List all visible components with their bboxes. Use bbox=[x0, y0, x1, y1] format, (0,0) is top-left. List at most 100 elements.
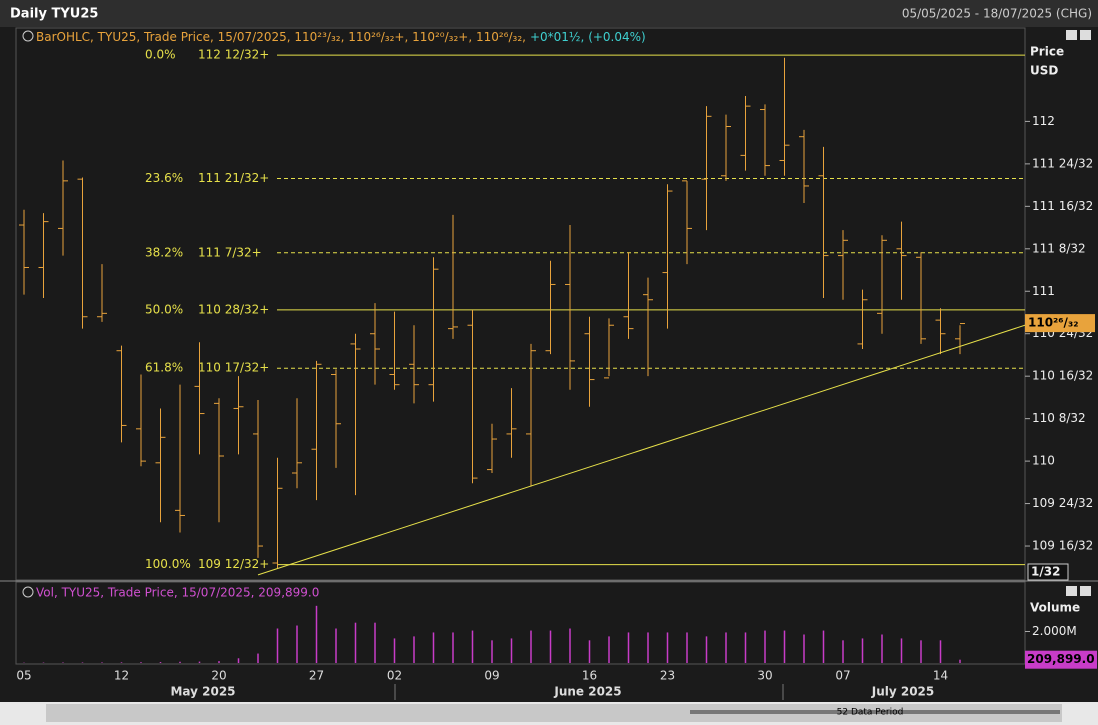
volume-bar bbox=[159, 662, 162, 663]
volume-bar bbox=[432, 632, 435, 663]
price-pane bbox=[15, 27, 1026, 581]
y-tick-label: 109 16/32 bbox=[1032, 539, 1093, 553]
volume-bar bbox=[842, 640, 844, 663]
fib-percent: 100.0% bbox=[145, 557, 191, 571]
volume-bar bbox=[881, 634, 883, 663]
volume-bar bbox=[530, 630, 532, 663]
volume-axis-title: Volume bbox=[1030, 601, 1080, 615]
x-tick-label: 07 bbox=[835, 669, 850, 683]
legend-change: +0*01½, (+0.04%) bbox=[530, 30, 646, 44]
tick-size: 1/32 bbox=[1031, 565, 1060, 579]
close-button[interactable] bbox=[1080, 586, 1091, 596]
x-tick-label: 16 bbox=[582, 669, 597, 683]
x-tick-label: 02 bbox=[387, 669, 402, 683]
volume-bar bbox=[374, 622, 376, 663]
trendline bbox=[257, 323, 1031, 576]
volume-bar bbox=[666, 632, 669, 663]
fib-percent: 61.8% bbox=[145, 361, 183, 375]
volume-bar bbox=[705, 636, 708, 663]
volume-bar bbox=[627, 632, 630, 663]
volume-legend: Vol, TYU25, Trade Price, 15/07/2025, 209… bbox=[36, 586, 319, 600]
volume-bar bbox=[101, 662, 103, 663]
x-tick-label: 05 bbox=[16, 669, 31, 683]
volume-bar bbox=[569, 628, 571, 663]
fib-label: 110 17/32+ bbox=[198, 361, 269, 375]
close-button[interactable] bbox=[1080, 30, 1091, 40]
volume-bar bbox=[237, 658, 240, 663]
header-range: 05/05/2025 - 18/07/2025 (CHG) bbox=[902, 7, 1092, 21]
volume-bar bbox=[413, 636, 415, 663]
volume-bar bbox=[198, 661, 201, 663]
volume-bar bbox=[744, 632, 747, 663]
x-tick-label: 09 bbox=[484, 669, 499, 683]
legend-text: BarOHLC, TYU25, Trade Price, 15/07/2025,… bbox=[36, 30, 526, 44]
volume-bar bbox=[647, 632, 649, 663]
volume-bar bbox=[764, 630, 766, 663]
volume-bar bbox=[920, 640, 922, 663]
volume-bar bbox=[296, 625, 298, 663]
volume-bar bbox=[335, 628, 337, 663]
y-tick-label: 111 24/32 bbox=[1032, 156, 1093, 170]
volume-pane bbox=[15, 581, 1026, 665]
volume-bar bbox=[471, 630, 474, 663]
volume-bar bbox=[783, 630, 786, 663]
month-label: July 2025 bbox=[871, 685, 935, 699]
month-label: May 2025 bbox=[170, 685, 235, 699]
volume-bar bbox=[510, 638, 513, 663]
volume-bar bbox=[218, 661, 220, 663]
price-legend: BarOHLC, TYU25, Trade Price, 15/07/2025,… bbox=[36, 30, 646, 44]
y-tick-label: 111 16/32 bbox=[1032, 199, 1093, 213]
volume-bar bbox=[588, 640, 591, 663]
x-tick-label: 27 bbox=[309, 669, 324, 683]
legend-icon[interactable] bbox=[22, 586, 34, 598]
volume-bar bbox=[900, 638, 903, 663]
volume-bar bbox=[608, 636, 610, 663]
restore-button[interactable] bbox=[1066, 30, 1077, 40]
fib-label: 111 21/32+ bbox=[198, 171, 269, 185]
tick-size-box bbox=[1027, 563, 1069, 581]
x-tick-label: 30 bbox=[757, 669, 772, 683]
fib-percent: 38.2% bbox=[145, 245, 183, 259]
y-tick-label: 111 bbox=[1032, 284, 1055, 298]
volume-bar bbox=[549, 630, 552, 663]
y-tick-label: 2.000M bbox=[1032, 624, 1077, 638]
volume-bar bbox=[354, 622, 357, 663]
y-tick-label: 110 8/32 bbox=[1032, 411, 1086, 425]
last-volume-label: 209,899.0 bbox=[1027, 652, 1095, 666]
volume-bar bbox=[822, 630, 825, 663]
month-label: June 2025 bbox=[553, 685, 621, 699]
fib-label: 111 7/32+ bbox=[198, 245, 262, 259]
legend-icon[interactable] bbox=[22, 30, 34, 42]
restore-button[interactable] bbox=[1066, 586, 1077, 596]
y-axis-title: Price bbox=[1030, 45, 1064, 59]
x-tick-label: 12 bbox=[114, 669, 129, 683]
fib-label: 109 12/32+ bbox=[198, 557, 269, 571]
volume-bar bbox=[257, 653, 259, 663]
volume-bar bbox=[276, 628, 279, 663]
fib-label: 112 12/32+ bbox=[198, 48, 269, 62]
y-axis-unit: USD bbox=[1030, 64, 1058, 78]
header-title: Daily TYU25 bbox=[10, 7, 98, 22]
volume-bar bbox=[959, 659, 961, 663]
volume-bar bbox=[491, 640, 493, 663]
volume-bar bbox=[939, 640, 942, 663]
volume-bar bbox=[686, 632, 688, 663]
fib-percent: 50.0% bbox=[145, 302, 183, 316]
volume-bar bbox=[140, 662, 142, 663]
last-price-label: 110²⁶/₃₂ bbox=[1028, 316, 1078, 330]
y-tick-label: 110 bbox=[1032, 454, 1055, 468]
fib-percent: 0.0% bbox=[145, 48, 176, 62]
volume-bar bbox=[315, 605, 318, 663]
y-tick-label: 110 16/32 bbox=[1032, 369, 1093, 383]
y-tick-label: 112 bbox=[1032, 114, 1055, 128]
scroll-thumb[interactable] bbox=[46, 704, 1062, 722]
volume-bar bbox=[725, 632, 727, 663]
y-tick-label: 109 24/32 bbox=[1032, 496, 1093, 510]
volume-bar bbox=[179, 661, 181, 663]
volume-bar bbox=[861, 638, 864, 663]
volume-bar bbox=[452, 632, 454, 663]
fib-percent: 23.6% bbox=[145, 171, 183, 185]
volume-bar bbox=[120, 662, 123, 663]
last-price-tag bbox=[1025, 314, 1095, 333]
